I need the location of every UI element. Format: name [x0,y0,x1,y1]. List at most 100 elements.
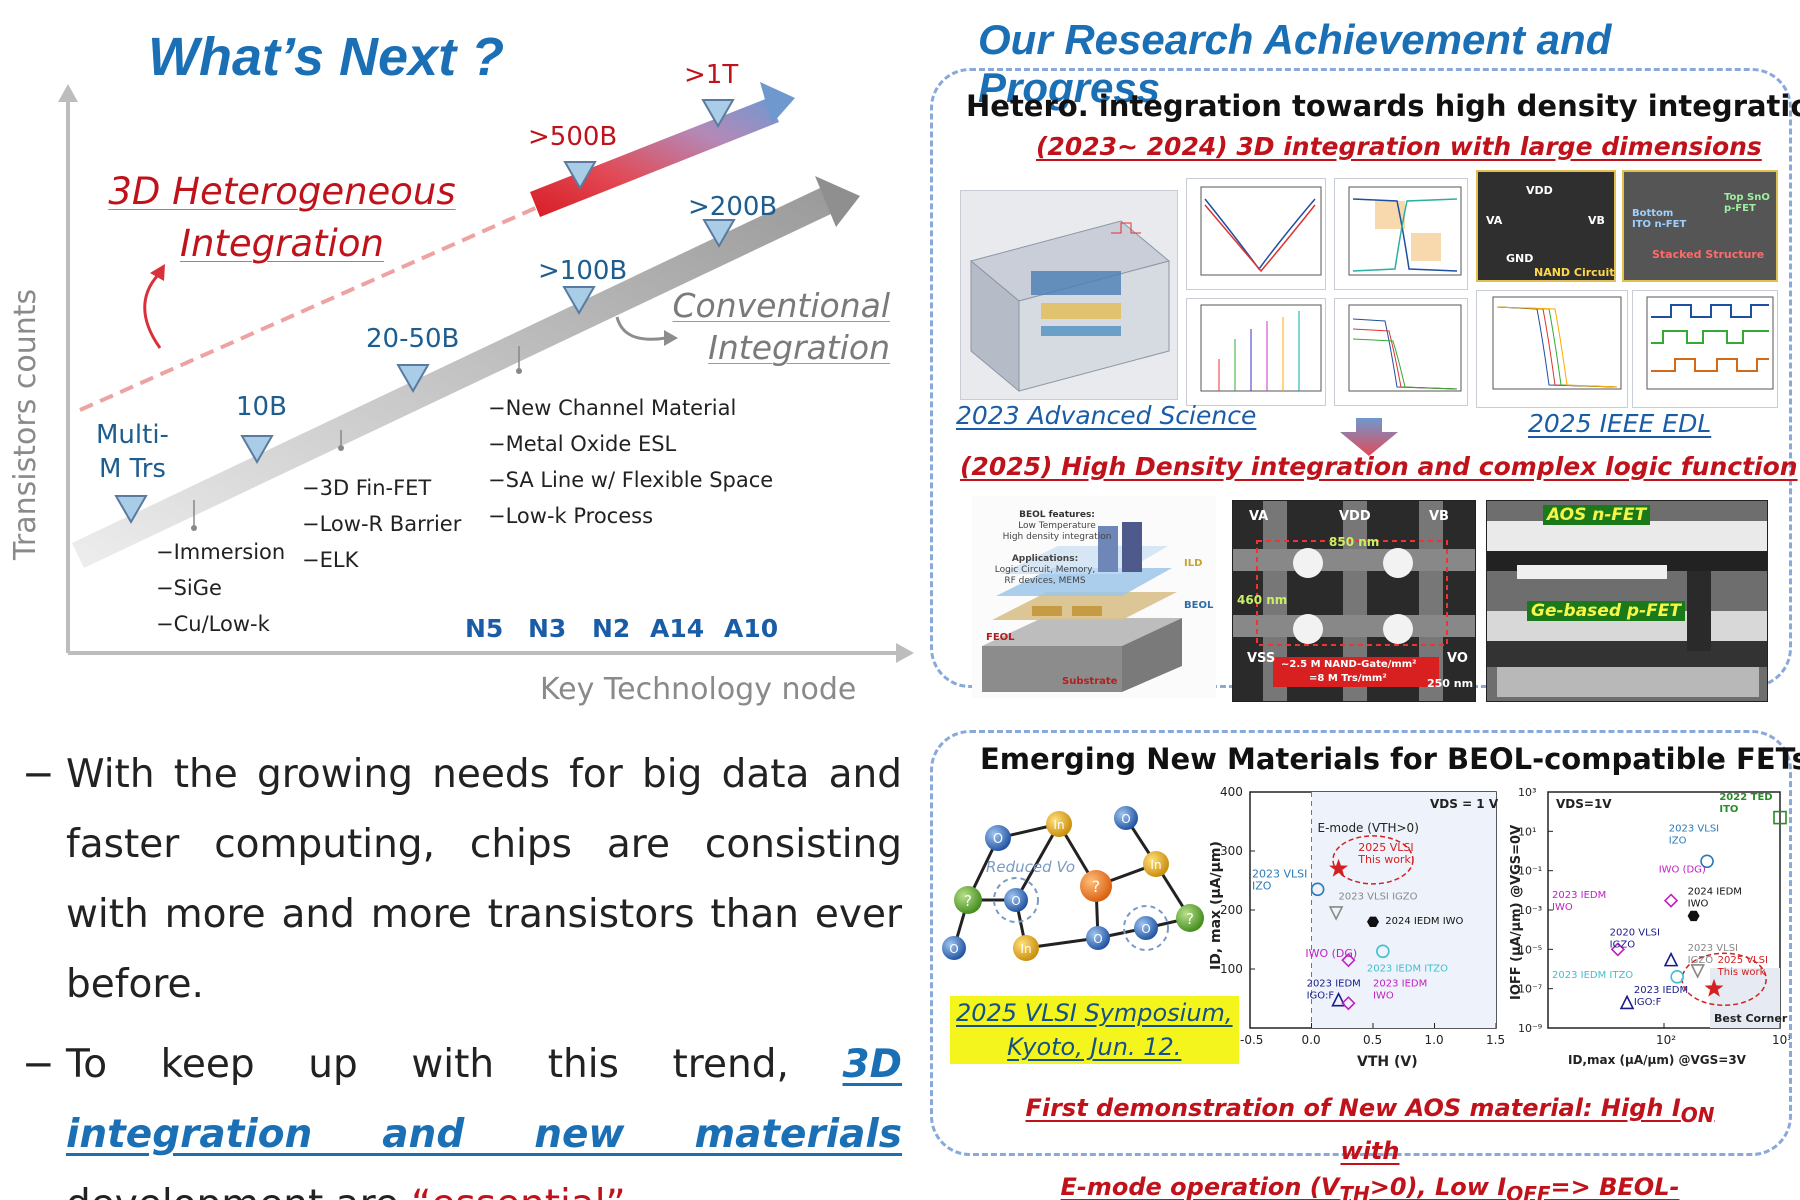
note-tick-1-dot [191,525,197,531]
node-n3: N3 [528,614,567,643]
figure-3d-structure-2023 [960,190,1178,400]
node-a14: A14 [650,614,705,643]
right-title: Our Research Achievement and Progress [978,16,1612,111]
milestone-marker-multi-m [114,495,148,525]
svg-text:O: O [1011,894,1020,908]
conventional-curve-arrowhead [664,330,678,346]
chart1-this-work-ellipse [1332,835,1414,885]
chart1-label-izo: 2023 VLSI IZO [1252,868,1307,893]
chart1-point-5 [1341,953,1356,968]
figure-histogram [1186,298,1326,406]
chart1-xtick-label-2: 0.5 [1363,1033,1382,1047]
svg-text:?: ? [964,892,972,910]
chart2-ytick-label-2: 10⁻¹ [1518,865,1542,878]
milestone-label-500b: >500B [528,122,618,152]
milestone-marker-100b [562,286,596,316]
chart2-label-iwo24: 2024 IEDM IWO [1688,887,1742,910]
hetero-trend-band [530,98,779,217]
milestone-label-1t: >1T [684,60,739,90]
figure-nand-top-sem: VA VDD VB 850 nm 460 nm VSS VO ~2.5 M NA… [1232,500,1476,702]
panel1-subheading-2023: (2023~ 2024) 3D integration with large d… [1036,132,1762,161]
chart1-xlabel: VTH (V) [1357,1054,1418,1070]
chart1-point-2 [1328,906,1344,921]
chart2-label-iwo-dg: IWO (DG) [1659,865,1706,876]
chart2-label-iwo23: 2023 IEDM IWO [1552,890,1606,913]
x-axis-arrowhead [896,643,914,663]
svg-text:?: ? [1186,910,1194,928]
x-axis-label: Key Technology node [540,672,857,707]
chart2-ytick-label-3: 10⁻³ [1518,904,1542,917]
note-red-1: −New Channel Material [488,396,737,420]
chart1-emode-region [1311,792,1496,1028]
chart2-label-this-work: 2025 VLSI This work [1717,955,1768,978]
chart2-ytick-label-4: 10⁻⁵ [1518,943,1542,956]
chart2-point-8 [1704,978,1724,997]
conventional-trend-arrowhead [815,176,860,227]
chart2-best-corner-label: Best Corner [1714,1012,1788,1025]
chart1-ytick-label-2: 300 [1220,844,1243,858]
chart2-point-1 [1700,854,1714,869]
milestone-marker-10b [240,435,274,465]
chart1-label-itzo: 2023 IEDM ITZO [1367,963,1448,974]
chart1-ytick-label-3: 400 [1220,785,1243,799]
figure-beol-3d-stack: BEOL features: Low Temperature High dens… [972,496,1216,698]
chart2-point-2 [1663,893,1679,908]
panel1-subheading-2025: (2025) High Density integration and comp… [960,452,1798,481]
chart1-point-7 [1341,996,1356,1011]
chart1-xtick-label-4: 1.5 [1486,1033,1505,1047]
conventional-label: Conventional Integration [672,286,891,367]
conventional-trend-band [72,188,833,568]
first-demonstration-text: First demonstration of New AOS material:… [1025,1094,1715,1200]
chart2-ytick-label-0: 10³ [1518,786,1536,799]
note-red-2: −Metal Oxide ESL [488,432,677,456]
svg-text:In: In [1020,942,1031,956]
chart2-point-6 [1690,964,1705,979]
note-tick-3-dot [516,368,522,374]
bullet-list: − With the growing needs for big data and… [22,740,902,1200]
milestone-marker-500b [563,161,597,191]
chart2-ytick-label-1: 10¹ [1518,825,1536,838]
y-axis-arrowhead [58,84,78,102]
svg-text:O: O [993,832,1003,847]
chart2-label-igof: 2023 IEDM IGO:F [1634,985,1688,1008]
milestone-marker-1t [701,99,735,129]
chart2-xlabel: ID,max (μA/μm) @VGS=3V [1568,1053,1747,1067]
page-title-whats-next: What’s Next ? [148,27,505,87]
chart2-ytick-label-5: 10⁻⁷ [1518,983,1542,996]
note-tick-2-dot [338,445,344,451]
svg-text:?: ? [1092,877,1101,896]
note-3: −SA Line w/ Flexible Space [488,468,774,492]
panel2-heading: Emerging New Materials for BEOL-compatib… [980,742,1800,776]
notes-group-2: −3D Fin-FET −Low-R Barrier −ELK [302,476,462,572]
conventional-curve-arrow [615,316,667,341]
note-4: −Low-k Process [488,504,654,528]
chart2-ylabel: IOFF (μA/μm) @VGS=0V [1509,825,1524,1000]
figure-nand-vtc [1476,290,1628,408]
chart2-point-7 [1670,970,1685,984]
svg-text:Reduced Vo: Reduced Vo [986,858,1075,876]
down-arrow-icon [1340,418,1398,456]
figure-id-vg-curve [1186,178,1326,290]
chart2-label-izo: 2023 VLSI IZO [1669,823,1719,846]
chart1-label-igof: 2023 IEDM IGO:F [1307,979,1361,1002]
roadmap-diagram [58,82,914,663]
chart2-xtick-label-1: 10³ [1772,1033,1790,1047]
node-n5: N5 [465,614,504,643]
chart1-xtick-label-1: 0.0 [1302,1033,1321,1047]
chart1-point-3 [1367,916,1379,927]
chart2-label-igzo20: 2020 VLSI IGZO [1610,928,1660,951]
svg-text:O: O [1093,932,1102,946]
chart2-label-ted-ito: 2022 TED ITO [1719,792,1772,815]
highlight-3d-new-materials: 3D integration and new materials [66,1042,902,1157]
figure-vtc-curve [1334,178,1468,290]
chart1-ytick-label-0: 100 [1220,962,1243,976]
chart1-xtick-label-3: 1.0 [1425,1033,1444,1047]
chart-ioff-vs-id: Best Corner 10³ 10¹ 10⁻¹ 10⁻³ 10⁻⁵ 10⁻⁷ 10⁻⁹ 10²… [1509,786,1790,1067]
notes-group-1: −Immersion −SiGe −Cu/Low-k [156,540,286,636]
chart1-point-4 [1376,944,1390,959]
chart1-point-1 [1310,882,1325,897]
notes-group-3: −New Channel Material −Metal Oxide ESL −… [488,390,773,534]
chart1-point-0 [1329,858,1349,877]
hetero-curve-arrow [143,273,162,349]
milestone-label-100b: >100B [538,256,628,286]
